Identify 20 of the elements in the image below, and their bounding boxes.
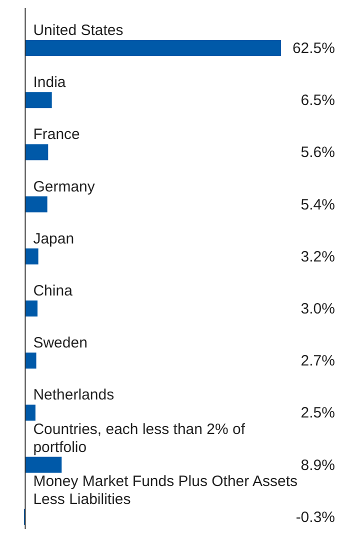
data-label: 2.7% (300, 352, 335, 370)
y-tick-label: Money Market Funds Plus Other Assets Less Liabilities (33, 472, 298, 508)
y-tick-label: Countries, each less than 2% of portfolio (33, 420, 246, 456)
data-label: 3.2% (300, 248, 335, 266)
y-tick-label: India (33, 74, 66, 92)
y-tick-label: Sweden (33, 334, 88, 352)
data-label: 8.9% (300, 456, 335, 474)
data-label: 5.6% (300, 144, 335, 162)
data-label: 2.5% (300, 404, 335, 422)
y-tick-label: Japan (33, 230, 74, 248)
data-label: 3.0% (300, 300, 335, 318)
y-tick-label: China (33, 282, 74, 300)
data-label: 6.5% (300, 92, 335, 110)
data-label: 5.4% (300, 196, 335, 214)
y-tick-label: France (33, 126, 80, 144)
data-label: -0.3% (296, 508, 335, 526)
y-tick-label: Germany (33, 178, 96, 196)
data-label: 62.5% (292, 40, 335, 57)
y-tick-label: Netherlands (33, 386, 114, 404)
y-tick-label: United States (33, 22, 124, 39)
